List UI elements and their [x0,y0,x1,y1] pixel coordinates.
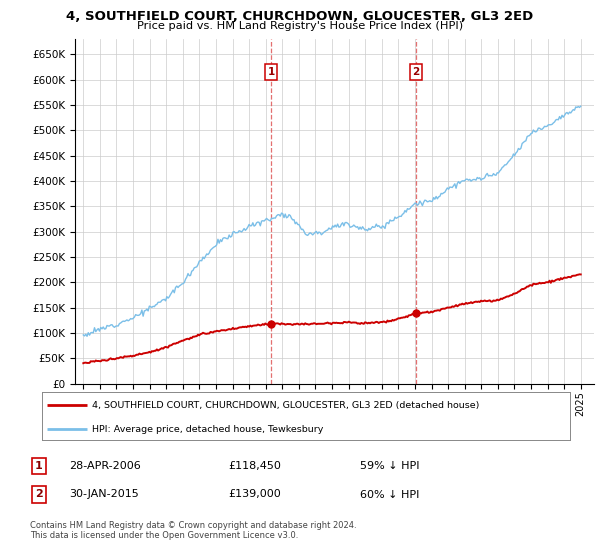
Text: 30-JAN-2015: 30-JAN-2015 [69,489,139,500]
Text: This data is licensed under the Open Government Licence v3.0.: This data is licensed under the Open Gov… [30,531,298,540]
Text: 4, SOUTHFIELD COURT, CHURCHDOWN, GLOUCESTER, GL3 2ED: 4, SOUTHFIELD COURT, CHURCHDOWN, GLOUCES… [67,10,533,23]
Text: 60% ↓ HPI: 60% ↓ HPI [360,489,419,500]
Text: HPI: Average price, detached house, Tewkesbury: HPI: Average price, detached house, Tewk… [92,424,323,433]
Text: 59% ↓ HPI: 59% ↓ HPI [360,461,419,471]
Text: Price paid vs. HM Land Registry's House Price Index (HPI): Price paid vs. HM Land Registry's House … [137,21,463,31]
Text: £118,450: £118,450 [228,461,281,471]
Text: 2: 2 [413,67,420,77]
Text: 1: 1 [35,461,43,471]
Text: 2: 2 [35,489,43,500]
Text: 4, SOUTHFIELD COURT, CHURCHDOWN, GLOUCESTER, GL3 2ED (detached house): 4, SOUTHFIELD COURT, CHURCHDOWN, GLOUCES… [92,401,479,410]
Text: £139,000: £139,000 [228,489,281,500]
Text: 28-APR-2006: 28-APR-2006 [69,461,141,471]
Text: Contains HM Land Registry data © Crown copyright and database right 2024.: Contains HM Land Registry data © Crown c… [30,521,356,530]
Text: 1: 1 [268,67,275,77]
